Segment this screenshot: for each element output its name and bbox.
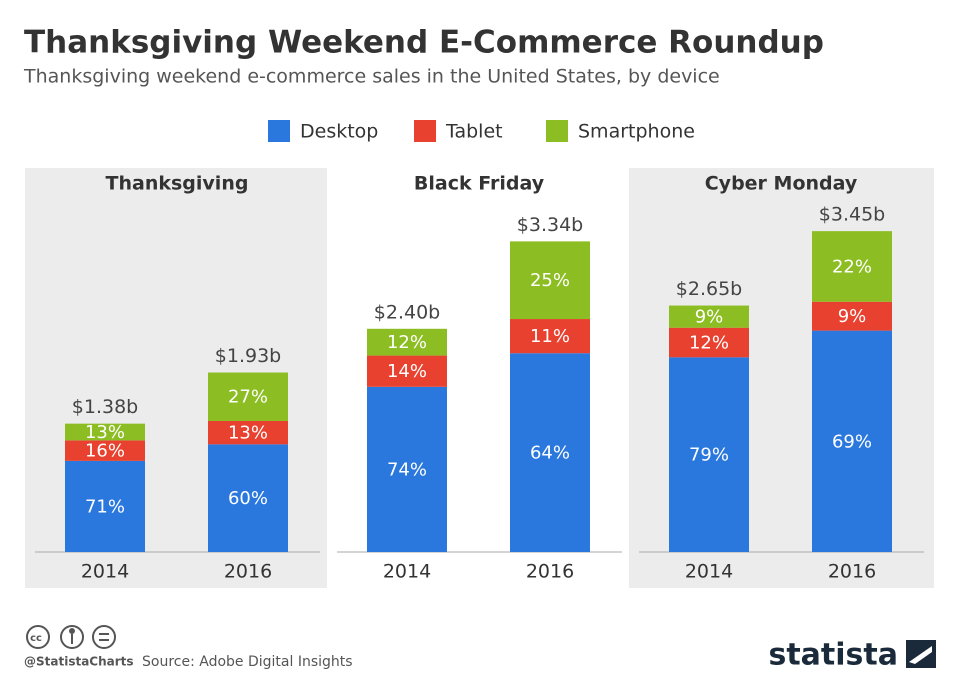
segment-label: 71% <box>85 496 125 517</box>
segment-label: 79% <box>689 445 729 466</box>
segment-label: 60% <box>228 488 268 509</box>
legend-label: Desktop <box>300 121 378 143</box>
bar-segment <box>669 305 749 328</box>
legend-label: Smartphone <box>578 121 695 143</box>
segment-label: 12% <box>387 332 427 353</box>
bar-segment <box>65 440 145 461</box>
x-tick-label: 2014 <box>685 561 733 583</box>
segment-label: 9% <box>695 307 724 328</box>
panel-title: Cyber Monday <box>705 173 858 195</box>
legend-swatch <box>268 120 290 142</box>
segment-label: 9% <box>838 306 867 327</box>
total-label: $2.65b <box>676 278 742 300</box>
panel-title: Black Friday <box>414 173 545 195</box>
license-icons <box>26 625 116 649</box>
bar-segment <box>812 330 892 552</box>
bar-segment <box>510 241 590 320</box>
bar-segment <box>208 372 288 421</box>
bar-segment <box>367 386 447 552</box>
source: Source: Adobe Digital Insights <box>142 654 353 670</box>
title: Thanksgiving Weekend E-Commerce Roundup <box>24 25 824 61</box>
x-tick-label: 2016 <box>828 561 876 583</box>
x-tick-label: 2014 <box>383 561 431 583</box>
panels: Thanksgiving71%16%13%$1.38b201460%13%27%… <box>25 168 934 588</box>
bar-segment <box>812 231 892 302</box>
bar-segment <box>65 460 145 552</box>
logo-icon <box>906 640 936 668</box>
legend: Desktop Tablet Smartphone <box>268 120 695 143</box>
legend-swatch <box>546 120 568 142</box>
bar-segment <box>208 444 288 552</box>
bar-segment <box>812 301 892 331</box>
total-label: $3.45b <box>819 204 885 226</box>
total-label: $2.40b <box>374 301 440 323</box>
segment-label: 64% <box>530 443 570 464</box>
segment-label: 25% <box>530 270 570 291</box>
segment-label: 11% <box>530 326 570 347</box>
segment-label: 13% <box>85 422 125 443</box>
bar-segment <box>669 357 749 552</box>
segment-label: 16% <box>85 441 125 462</box>
x-tick-label: 2014 <box>81 561 129 583</box>
x-tick-label: 2016 <box>224 561 272 583</box>
panel-title: Thanksgiving <box>106 173 249 195</box>
cc-mark: cc <box>30 633 42 644</box>
bar-segment <box>208 420 288 445</box>
bar-segment <box>367 355 447 387</box>
segment-label: 13% <box>228 423 268 444</box>
credit: @StatistaCharts <box>24 655 134 669</box>
segment-label: 22% <box>832 256 872 277</box>
total-label: $1.93b <box>215 345 281 367</box>
bar-segment <box>510 353 590 552</box>
bar-segment <box>65 423 145 441</box>
bar-segment <box>367 328 447 356</box>
x-tick-label: 2016 <box>526 561 574 583</box>
bar-segment <box>510 319 590 354</box>
logo: statista <box>768 638 898 673</box>
segment-label: 12% <box>689 333 729 354</box>
total-label: $1.38b <box>72 396 138 418</box>
segment-label: 27% <box>228 387 268 408</box>
segment-label: 14% <box>387 361 427 382</box>
segment-label: 69% <box>832 431 872 452</box>
total-label: $3.34b <box>517 214 583 236</box>
segment-label: 74% <box>387 459 427 480</box>
subtitle: Thanksgiving weekend e-commerce sales in… <box>23 66 720 88</box>
legend-label: Tablet <box>445 121 503 143</box>
bar-segment <box>669 327 749 358</box>
legend-swatch <box>414 120 436 142</box>
